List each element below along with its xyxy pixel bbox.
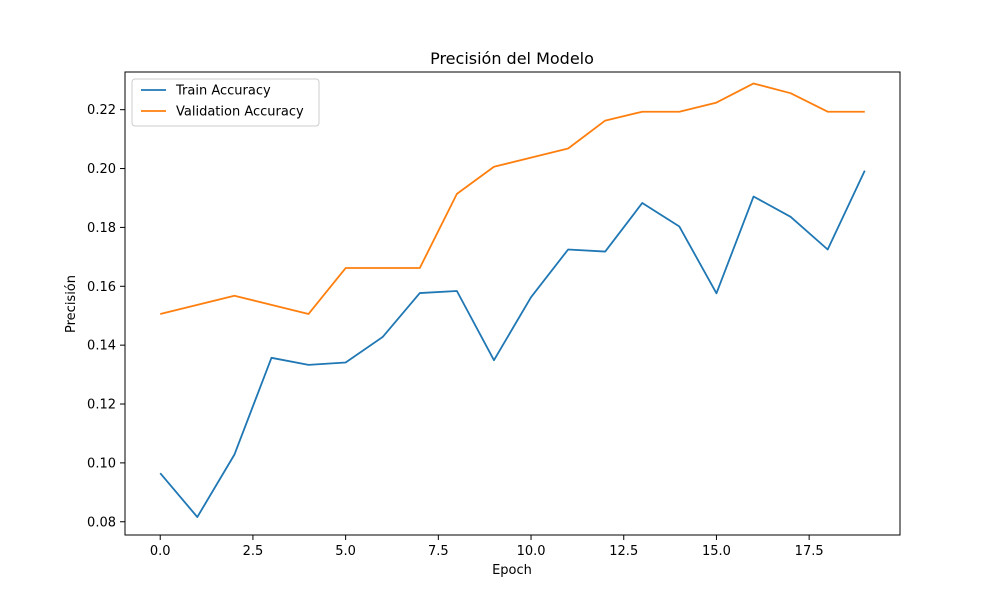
- plot-area: [159, 82, 866, 518]
- x-tick-label: 2.5: [243, 544, 264, 559]
- x-axis: 0.0 2.5 5.0 7.5 10.0 12.5 15.0 17.5: [150, 535, 824, 559]
- y-tick-label: 0.16: [87, 280, 116, 295]
- series-line-train-accuracy: [159, 170, 866, 518]
- y-axis-label: Precisión: [64, 275, 79, 333]
- y-tick-label: 0.22: [87, 103, 116, 118]
- y-axis: 0.08 0.10 0.12 0.14 0.16 0.18 0.20 0.22: [87, 103, 125, 530]
- y-tick-label: 0.14: [87, 339, 116, 354]
- chart-title: Precisión del Modelo: [430, 49, 594, 68]
- series-line-validation-accuracy: [160, 82, 865, 315]
- x-tick-label: 10.0: [517, 544, 546, 559]
- legend-label-train-accuracy: Train Accuracy: [175, 84, 271, 99]
- x-tick-label: 7.5: [428, 544, 449, 559]
- y-tick-label: 0.10: [87, 456, 116, 471]
- y-tick-label: 0.20: [87, 162, 116, 177]
- legend: Train Accuracy Validation Accuracy: [131, 78, 320, 127]
- x-axis-label: Epoch: [492, 563, 532, 578]
- x-tick-label: 17.5: [795, 544, 824, 559]
- plot-frame: [124, 71, 901, 536]
- x-tick-label: 12.5: [609, 544, 638, 559]
- y-tick-label: 0.18: [87, 221, 116, 236]
- legend-label-validation-accuracy: Validation Accuracy: [176, 105, 304, 120]
- y-tick-label: 0.12: [87, 398, 116, 413]
- x-tick-label: 15.0: [702, 544, 731, 559]
- x-tick-label: 5.0: [335, 544, 356, 559]
- legend-box: [131, 78, 320, 127]
- y-tick-label: 0.08: [87, 515, 116, 530]
- x-tick-label: 0.0: [150, 544, 171, 559]
